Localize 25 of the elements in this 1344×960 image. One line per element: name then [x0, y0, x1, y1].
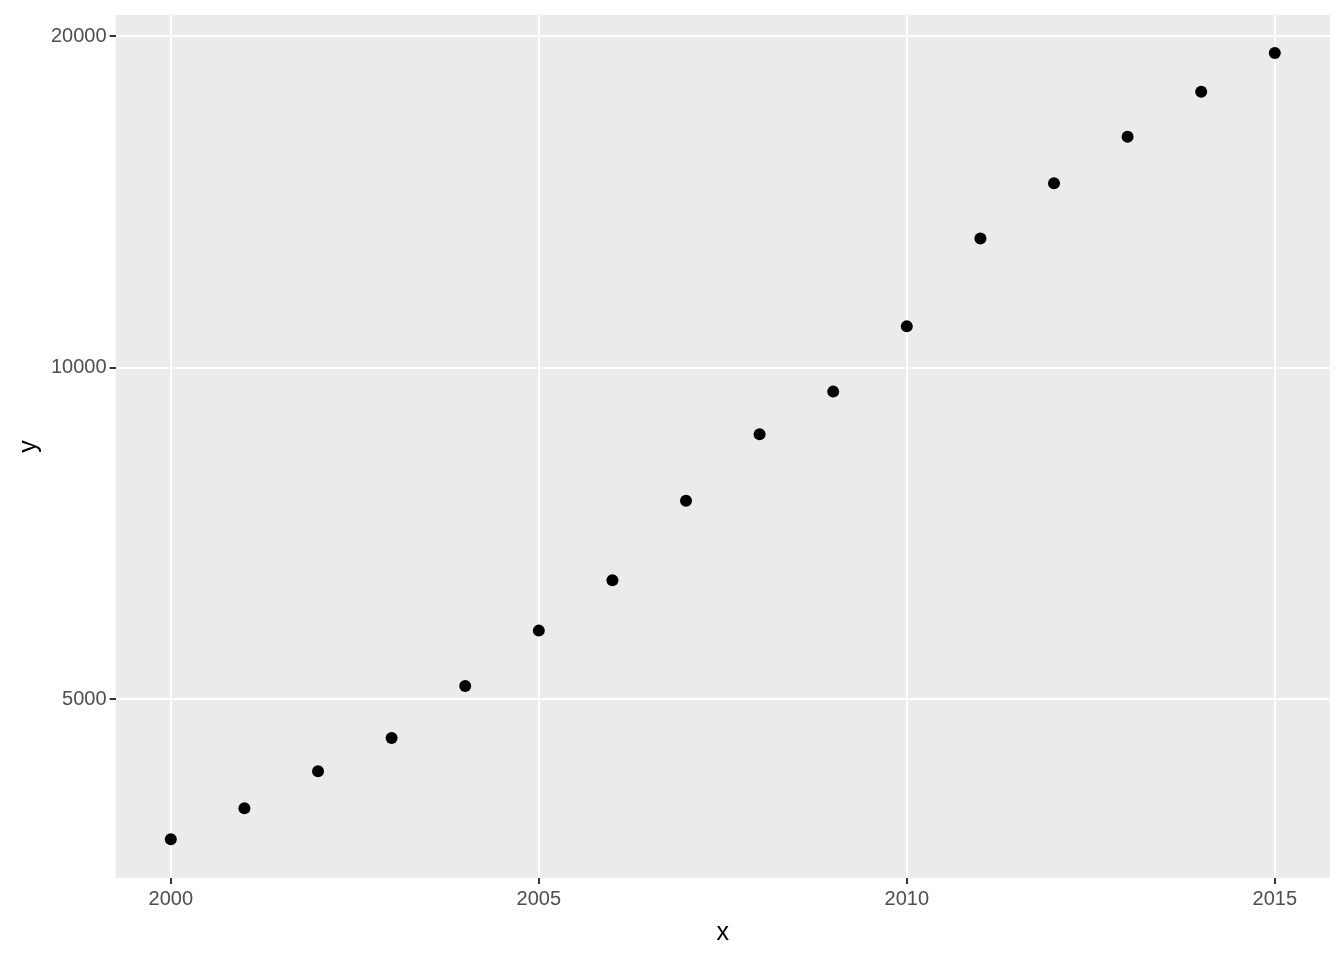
point: [606, 574, 619, 587]
x-tick-label: 2000: [148, 886, 194, 909]
point: [827, 385, 840, 398]
y-tick-label: 5000: [62, 686, 107, 709]
point: [1268, 47, 1281, 60]
point: [1121, 130, 1134, 143]
point: [753, 428, 766, 441]
x-axis-title: x: [716, 916, 730, 945]
point: [974, 232, 987, 245]
point: [164, 833, 177, 846]
point: [238, 802, 251, 815]
y-tick-label: 20000: [50, 23, 107, 46]
point: [900, 320, 913, 333]
point: [1048, 177, 1060, 190]
y-tick-label: 10000: [50, 355, 107, 378]
point: [312, 765, 325, 778]
point: [680, 494, 693, 507]
x-tick-label: 2010: [884, 886, 930, 909]
point: [532, 624, 545, 637]
x-tick-label: 2015: [1252, 886, 1298, 909]
point: [459, 679, 472, 692]
y-axis-title: y: [12, 439, 41, 453]
point: [385, 731, 398, 744]
point: [1195, 85, 1208, 98]
x-tick-label: 2005: [516, 886, 562, 909]
